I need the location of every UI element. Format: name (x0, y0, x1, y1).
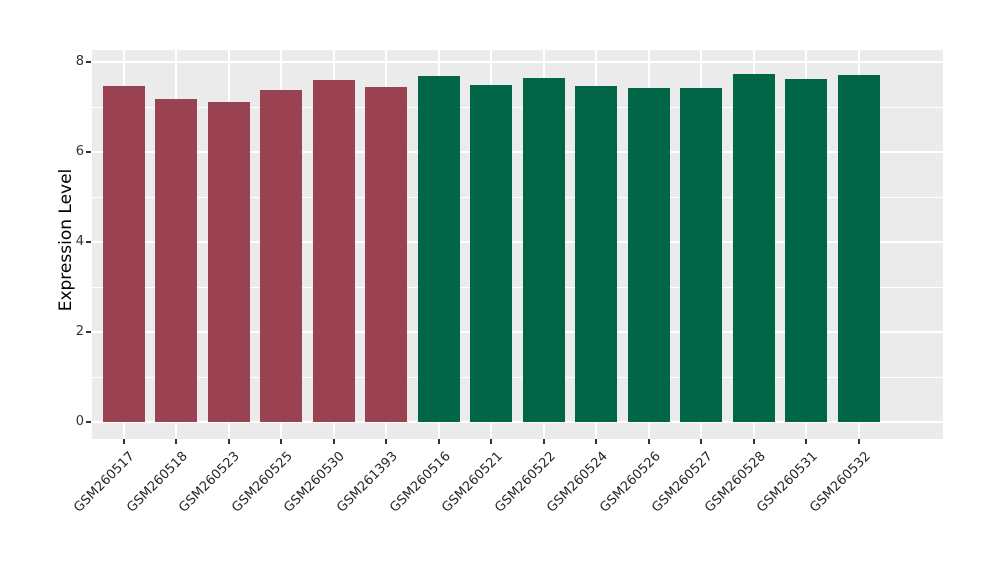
y-tick-label: 2 (75, 324, 84, 339)
y-tick-label: 6 (75, 144, 84, 159)
x-tick-mark (857, 439, 860, 444)
gridline-major (92, 331, 943, 333)
gridline-minor (92, 287, 943, 288)
y-tick-label: 8 (75, 54, 84, 69)
x-tick-mark (490, 439, 493, 444)
bar-GSM260530 (312, 80, 355, 422)
bar-GSM260527 (680, 88, 723, 422)
gridline-minor (92, 377, 943, 378)
x-tick-mark (332, 439, 335, 444)
bar-GSM261393 (365, 87, 408, 422)
bar-GSM260524 (575, 85, 618, 422)
bar-GSM260518 (155, 99, 198, 422)
y-tick-label: 0 (75, 414, 84, 429)
y-tick-mark (86, 241, 91, 243)
gridline-major (92, 61, 943, 63)
x-tick-mark (437, 439, 440, 444)
gridline-major (92, 241, 943, 243)
x-tick-mark (122, 439, 125, 444)
x-tick-mark (805, 439, 808, 444)
x-tick-mark (175, 439, 178, 444)
x-tick-mark (647, 439, 650, 444)
x-tick-mark (595, 439, 598, 444)
bar-GSM260526 (627, 88, 670, 422)
plot-panel (92, 50, 943, 439)
bar-GSM260523 (207, 101, 250, 422)
bar-GSM260522 (522, 78, 565, 422)
x-tick-mark (227, 439, 230, 444)
y-tick-label: 4 (75, 234, 84, 249)
x-tick-mark (700, 439, 703, 444)
bar-GSM260525 (260, 89, 303, 422)
gridline-minor (92, 107, 943, 108)
bar-GSM260532 (837, 75, 880, 422)
gridline-minor (92, 197, 943, 198)
y-tick-mark (86, 331, 91, 333)
y-tick-mark (86, 421, 91, 423)
bar-GSM260521 (470, 84, 513, 422)
bar-GSM260531 (785, 79, 828, 422)
gridline-major (92, 421, 943, 423)
bar-GSM260528 (732, 74, 775, 422)
x-tick-mark (280, 439, 283, 444)
y-tick-mark (86, 151, 91, 153)
x-tick-mark (752, 439, 755, 444)
x-tick-mark (542, 439, 545, 444)
bar-GSM260517 (102, 85, 145, 422)
x-tick-mark (385, 439, 388, 444)
bar-GSM260516 (417, 75, 460, 422)
y-tick-mark (86, 61, 91, 63)
gridline-major (92, 151, 943, 153)
